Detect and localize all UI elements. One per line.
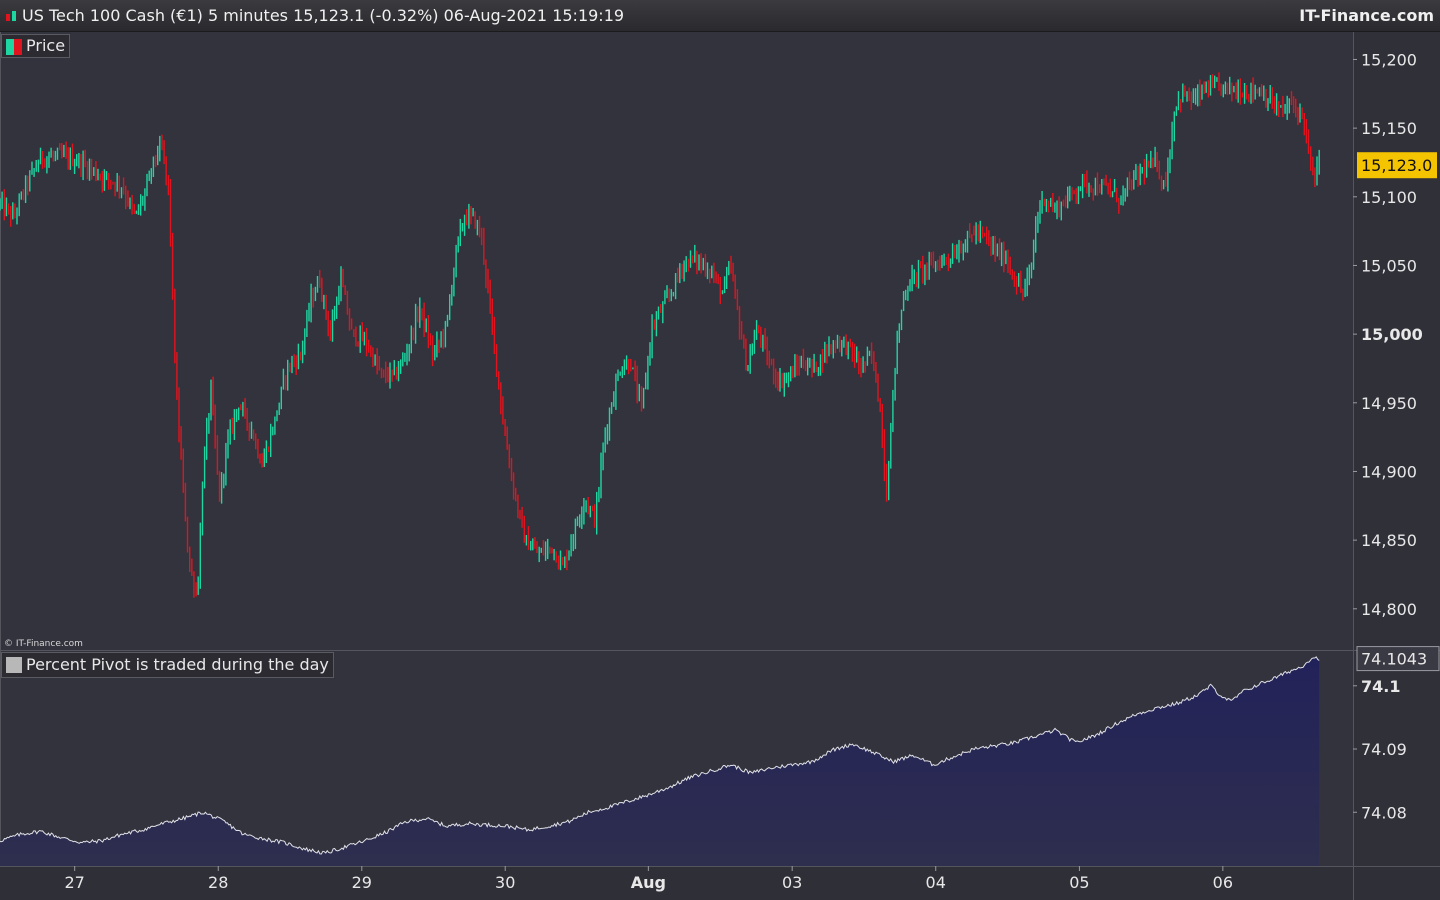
indicator-area xyxy=(0,656,1320,866)
price-tick-label: 15,100 xyxy=(1361,188,1417,207)
price-tick-label: 15,050 xyxy=(1361,256,1417,275)
last-indicator-label: 74.1043 xyxy=(1361,650,1427,669)
indicator-tick-label: 74.1 xyxy=(1361,677,1400,696)
time-tick-label: 27 xyxy=(65,873,85,892)
price-legend[interactable]: Price xyxy=(1,34,71,58)
candlestick-icon xyxy=(6,11,16,21)
price-tick-label: 15,200 xyxy=(1361,50,1417,69)
time-tick-label: Aug xyxy=(631,873,666,892)
price-swatch-icon xyxy=(6,39,22,55)
window-title: US Tech 100 Cash (€1) 5 minutes 15,123.1… xyxy=(22,6,625,25)
time-tick-label: 28 xyxy=(208,873,228,892)
indicator-legend-label: Percent Pivot is traded during the day xyxy=(26,655,329,674)
price-tick-label: 14,800 xyxy=(1361,600,1417,619)
time-tick-label: 04 xyxy=(926,873,946,892)
indicator-tick-label: 74.08 xyxy=(1361,803,1407,822)
indicator-swatch-icon xyxy=(6,657,22,673)
indicator-tick-label: 74.09 xyxy=(1361,740,1407,759)
last-price-label: 15,123.0 xyxy=(1361,156,1432,175)
time-tick-label: 30 xyxy=(495,873,515,892)
price-legend-label: Price xyxy=(26,36,66,55)
price-tick-label: 15,000 xyxy=(1361,325,1423,344)
last-price-badge xyxy=(1357,152,1437,179)
copyright-text: © IT-Finance.com xyxy=(4,639,83,649)
price-tick-label: 15,150 xyxy=(1361,119,1417,138)
time-tick-label: 03 xyxy=(782,873,802,892)
time-tick-label: 06 xyxy=(1213,873,1233,892)
last-indicator-badge xyxy=(1356,646,1440,672)
time-tick-label: 05 xyxy=(1069,873,1089,892)
indicator-legend[interactable]: Percent Pivot is traded during the day xyxy=(1,652,334,678)
title-bar: US Tech 100 Cash (€1) 5 minutes 15,123.1… xyxy=(0,0,1440,32)
price-tick-label: 14,950 xyxy=(1361,394,1417,413)
brand-label[interactable]: IT-Finance.com xyxy=(1299,6,1434,25)
time-tick-label: 29 xyxy=(352,873,372,892)
candles xyxy=(0,72,1320,598)
indicator-line xyxy=(0,656,1320,855)
price-tick-label: 14,850 xyxy=(1361,531,1417,550)
price-tick-label: 14,900 xyxy=(1361,462,1417,481)
time-axis-background xyxy=(0,866,1440,900)
